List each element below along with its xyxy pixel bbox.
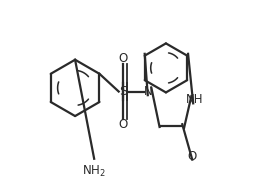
Text: N: N [143, 85, 152, 98]
Text: NH$_2$: NH$_2$ [82, 164, 106, 179]
Text: S: S [119, 85, 127, 98]
Text: NH: NH [186, 93, 204, 106]
Text: O: O [118, 52, 128, 65]
Text: O: O [118, 118, 128, 131]
Text: O: O [188, 150, 197, 162]
